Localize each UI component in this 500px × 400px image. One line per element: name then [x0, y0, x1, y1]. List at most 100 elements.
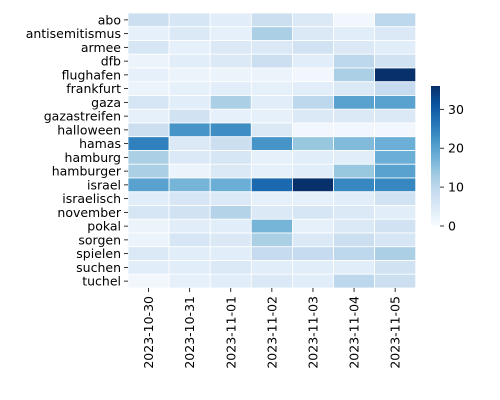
- heatmap-cell-hamburg-2023-11-02: [250, 150, 293, 165]
- heatmap-cell-november-2023-10-30: [127, 205, 170, 220]
- heatmap-cell-november-2023-11-05: [374, 205, 417, 220]
- heatmap-cell-dfb-2023-11-04: [333, 53, 375, 69]
- heatmap-cell-november-2023-11-01: [209, 205, 252, 220]
- heatmap-cell-flughafen-2023-10-30: [127, 67, 170, 83]
- y-tick-label-hamburg: hamburg: [65, 150, 121, 165]
- heatmap-cell-halloween-2023-10-30: [127, 122, 170, 138]
- heatmap-cell-halloween-2023-11-05: [374, 122, 417, 138]
- heatmap-cell-flughafen-2023-11-01: [209, 67, 252, 83]
- heatmap-cell-abo-2023-10-30: [127, 12, 170, 28]
- heatmap-cells: [127, 12, 417, 289]
- heatmap-cell-antisemitismus-2023-11-02: [250, 26, 293, 41]
- heatmap-cell-gazastreifen-2023-10-30: [127, 108, 170, 124]
- heatmap-cell-tuchel-2023-11-05: [374, 273, 417, 289]
- colorbar-tick-label-20: 20: [448, 141, 464, 156]
- heatmap-cell-spielen-2023-11-03: [291, 246, 334, 261]
- heatmap-cell-hamas-2023-11-04: [333, 136, 375, 151]
- heatmap-cell-hamas-2023-10-30: [127, 136, 170, 151]
- heatmap-cell-israel-2023-11-01: [209, 177, 252, 193]
- y-tick-label-halloween: halloween: [57, 122, 121, 137]
- heatmap-cell-sorgen-2023-10-31: [168, 232, 211, 248]
- heatmap-cell-hamburg-2023-11-05: [374, 150, 417, 165]
- x-tick-labels: 2023-10-30 2023-10-31 2023-11-01 2023-11-02…: [141, 288, 403, 369]
- heatmap-cell-pokal-2023-11-05: [374, 218, 417, 234]
- heatmap-cell-israelisch-2023-11-01: [209, 191, 252, 206]
- y-tick-label-november: november: [57, 205, 121, 220]
- heatmap-cell-spielen-2023-10-31: [168, 246, 211, 261]
- heatmap-cell-tuchel-2023-11-01: [209, 273, 252, 289]
- heatmap-cell-hamburger-2023-11-03: [291, 163, 334, 179]
- x-tick-label-2023-10-30: 2023-10-30: [141, 296, 156, 369]
- heatmap-cell-halloween-2023-11-03: [291, 122, 334, 138]
- heatmap-cell-spielen-2023-11-05: [374, 246, 417, 261]
- heatmap-cell-antisemitismus-2023-11-03: [291, 26, 334, 41]
- heatmap-cell-gaza-2023-11-01: [209, 95, 252, 110]
- heatmap-cell-frankfurt-2023-11-02: [250, 81, 293, 96]
- heatmap-cell-israelisch-2023-11-02: [250, 191, 293, 206]
- y-tick-label-hamas: hamas: [79, 136, 121, 151]
- heatmap-cell-november-2023-11-02: [250, 205, 293, 220]
- heatmap-cell-armee-2023-11-05: [374, 40, 417, 55]
- y-tick-label-israel: israel: [87, 177, 121, 192]
- heatmap-cell-dfb-2023-10-30: [127, 53, 170, 69]
- heatmap-cell-abo-2023-11-02: [250, 12, 293, 28]
- y-tick-label-abo: abo: [98, 12, 121, 27]
- colorbar-gradient: [431, 86, 440, 226]
- heatmap-cell-sorgen-2023-10-30: [127, 232, 170, 248]
- heatmap-cell-dfb-2023-11-03: [291, 53, 334, 69]
- heatmap-cell-gaza-2023-10-31: [168, 95, 211, 110]
- x-tick-label-2023-11-04: 2023-11-04: [347, 296, 362, 369]
- heatmap-cell-sorgen-2023-11-03: [291, 232, 334, 248]
- x-tick-label-2023-10-31: 2023-10-31: [182, 296, 197, 369]
- heatmap-cell-tuchel-2023-10-31: [168, 273, 211, 289]
- heatmap-cell-frankfurt-2023-11-01: [209, 81, 252, 96]
- heatmap-cell-november-2023-11-04: [333, 205, 375, 220]
- heatmap-cell-november-2023-11-03: [291, 205, 334, 220]
- heatmap-cell-antisemitismus-2023-11-04: [333, 26, 375, 41]
- heatmap-cell-sorgen-2023-11-04: [333, 232, 375, 248]
- heatmap-cell-pokal-2023-11-03: [291, 218, 334, 234]
- y-tick-label-armee: armee: [81, 40, 121, 55]
- heatmap-cell-suchen-2023-11-03: [291, 260, 334, 275]
- heatmap-cell-abo-2023-11-05: [374, 12, 417, 28]
- heatmap-cell-spielen-2023-11-01: [209, 246, 252, 261]
- heatmap-cell-pokal-2023-11-04: [333, 218, 375, 234]
- x-tick-label-2023-11-02: 2023-11-02: [264, 296, 279, 369]
- heatmap-cell-suchen-2023-10-30: [127, 260, 170, 275]
- heatmap-cell-israelisch-2023-10-30: [127, 191, 170, 206]
- heatmap-cell-flughafen-2023-11-04: [333, 67, 375, 83]
- heatmap-cell-dfb-2023-11-05: [374, 53, 417, 69]
- y-tick-label-spielen: spielen: [76, 246, 121, 261]
- heatmap-cell-frankfurt-2023-11-05: [374, 81, 417, 96]
- heatmap-cell-suchen-2023-11-02: [250, 260, 293, 275]
- heatmap-cell-armee-2023-11-04: [333, 40, 375, 55]
- heatmap-cell-hamas-2023-11-05: [374, 136, 417, 151]
- heatmap-cell-israel-2023-11-03: [291, 177, 334, 193]
- heatmap-cell-hamburger-2023-11-05: [374, 163, 417, 179]
- heatmap-cell-dfb-2023-10-31: [168, 53, 211, 69]
- heatmap-cell-hamburg-2023-11-01: [209, 150, 252, 165]
- y-tick-label-frankfurt: frankfurt: [66, 81, 121, 96]
- heatmap-cell-armee-2023-11-02: [250, 40, 293, 55]
- heatmap-cell-hamas-2023-11-02: [250, 136, 293, 151]
- heatmap-cell-sorgen-2023-11-02: [250, 232, 293, 248]
- heatmap-cell-israel-2023-11-04: [333, 177, 375, 193]
- heatmap-cell-gaza-2023-11-04: [333, 95, 375, 110]
- y-tick-label-gaza: gaza: [91, 95, 121, 110]
- heatmap-cell-halloween-2023-11-04: [333, 122, 375, 138]
- heatmap-cell-abo-2023-11-03: [291, 12, 334, 28]
- heatmap-cell-abo-2023-11-01: [209, 12, 252, 28]
- heatmap-cell-hamburg-2023-10-30: [127, 150, 170, 165]
- heatmap-cell-armee-2023-10-31: [168, 40, 211, 55]
- heatmap-cell-gazastreifen-2023-11-02: [250, 108, 293, 124]
- heatmap-cell-gazastreifen-2023-11-05: [374, 108, 417, 124]
- x-tick-label-2023-11-01: 2023-11-01: [223, 296, 238, 369]
- heatmap-cell-hamburger-2023-11-04: [333, 163, 375, 179]
- heatmap-cell-antisemitismus-2023-10-30: [127, 26, 170, 41]
- y-tick-label-flughafen: flughafen: [62, 67, 121, 82]
- heatmap-cell-sorgen-2023-11-05: [374, 232, 417, 248]
- heatmap-cell-abo-2023-10-31: [168, 12, 211, 28]
- heatmap-cell-flughafen-2023-10-31: [168, 67, 211, 83]
- heatmap-cell-flughafen-2023-11-05: [374, 67, 417, 83]
